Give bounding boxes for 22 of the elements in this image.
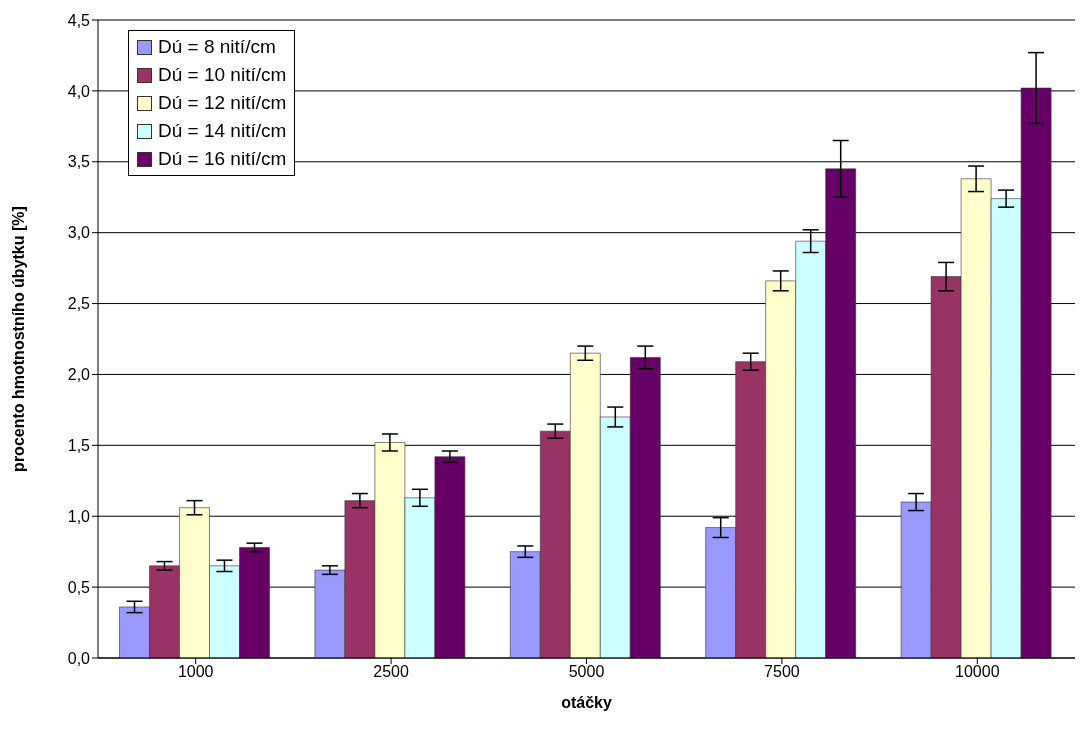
y-tick-label: 3,5 — [67, 153, 91, 171]
y-tick-label: 0,5 — [67, 578, 91, 596]
x-tick-label: 1000 — [177, 663, 214, 681]
x-tick-label: 2500 — [373, 663, 409, 681]
y-tick-label: 1,0 — [67, 507, 91, 525]
y-axis-title: procento hmotnostního úbytku [%] — [9, 206, 27, 472]
x-tick-label: 5000 — [568, 663, 605, 681]
legend-label: Dú = 12 nití/cm — [158, 92, 287, 114]
legend-label: Dú = 8 nití/cm — [158, 36, 276, 58]
legend-label: Dú = 16 nití/cm — [158, 148, 287, 170]
y-tick-label: 0,0 — [67, 649, 91, 667]
x-axis-title: otáčky — [561, 694, 612, 711]
y-tick-label: 4,0 — [67, 82, 91, 100]
x-tick-label: 7500 — [764, 663, 800, 681]
x-tick-label: 10000 — [955, 663, 1000, 681]
legend-label: Dú = 14 nití/cm — [158, 120, 287, 142]
y-tick-label: 3,0 — [67, 224, 91, 242]
y-tick-label: 1,5 — [67, 437, 91, 455]
y-tick-label: 4,5 — [67, 11, 91, 29]
legend-label: Dú = 10 nití/cm — [158, 64, 287, 86]
y-tick-label: 2,0 — [67, 366, 91, 384]
y-tick-label: 2,5 — [67, 295, 91, 313]
